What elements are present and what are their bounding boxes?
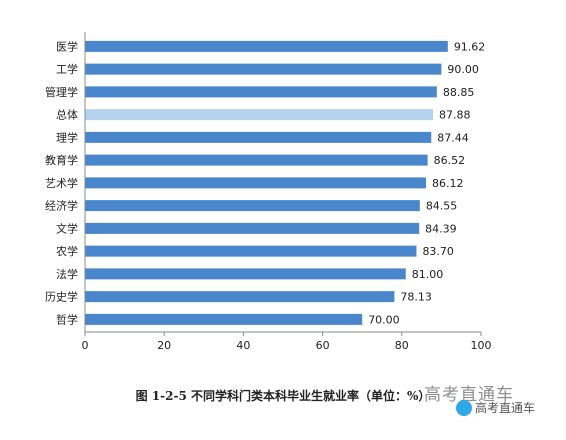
value-label: 88.85: [443, 86, 475, 99]
value-label: 91.62: [454, 40, 486, 53]
value-label: 84.55: [426, 200, 458, 213]
x-tick-label: 80: [395, 339, 409, 352]
value-label: 81.00: [412, 268, 444, 281]
bar: [85, 40, 448, 52]
bar: [85, 245, 417, 257]
watermark-text: 高考直通车: [424, 385, 514, 405]
x-tick-label: 0: [82, 339, 89, 352]
category-label: 总体: [56, 108, 78, 122]
value-label: 78.13: [400, 291, 432, 304]
watermark-logo-text: 高考直通车: [475, 401, 536, 415]
category-label: 农学: [56, 244, 78, 258]
value-label: 84.39: [425, 222, 457, 235]
bar: [85, 109, 433, 121]
bar: [85, 313, 363, 325]
bar: [85, 291, 395, 303]
category-label: 工学: [56, 62, 78, 76]
category-label: 管理学: [45, 85, 78, 99]
watermark-logo: 高考直通车: [456, 399, 535, 416]
category-label: 历史学: [45, 290, 78, 304]
x-tick-label: 40: [236, 339, 250, 352]
bar: [85, 154, 428, 166]
bar: [85, 86, 437, 98]
x-tick-label: 100: [471, 339, 492, 352]
value-label: 86.12: [432, 177, 464, 190]
value-label: 87.44: [437, 131, 469, 144]
bar: [85, 222, 420, 234]
category-label: 文学: [56, 221, 78, 235]
x-tick-label: 60: [316, 339, 330, 352]
category-label: 艺术学: [45, 176, 78, 190]
category-label: 法学: [56, 267, 78, 281]
value-label: 83.70: [422, 245, 454, 258]
category-label: 哲学: [56, 312, 78, 326]
category-label: 经济学: [45, 199, 78, 213]
x-tick-label: 20: [157, 339, 171, 352]
wechat-logo-icon: [456, 399, 472, 416]
value-label: 86.52: [434, 154, 466, 167]
category-label: 教育学: [45, 153, 78, 167]
bar: [85, 200, 420, 212]
chart-title: 图 1-2-5 不同学科门类本科毕业生就业率（单位：%）: [135, 389, 431, 403]
value-label: 90.00: [447, 63, 479, 76]
value-label: 87.88: [439, 109, 471, 122]
value-label: 70.00: [368, 313, 400, 326]
bar: [85, 63, 442, 75]
bar: [85, 177, 427, 189]
category-label: 医学: [56, 39, 78, 53]
bar: [85, 268, 406, 280]
category-label: 理学: [56, 130, 78, 144]
bar: [85, 131, 432, 143]
